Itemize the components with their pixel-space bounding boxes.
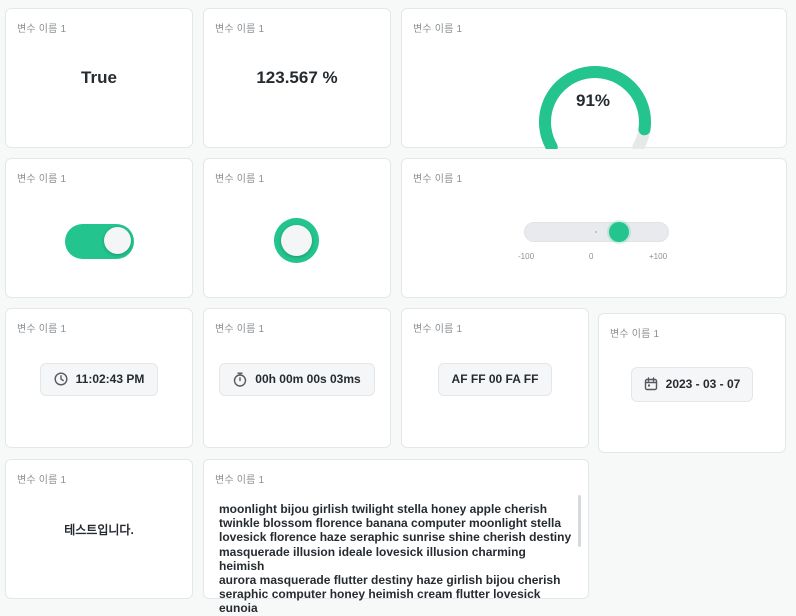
slider-mid-label: 0 (589, 252, 594, 261)
clock-display: 11:02:43 PM (39, 362, 159, 396)
gauge-widget: 변수 이름 1 91% (401, 8, 787, 149)
calendar-icon (644, 377, 658, 391)
widget-label: 변수 이름 1 (215, 324, 265, 335)
hex-value: AF FF 00 FA FF (451, 372, 539, 386)
widget-label: 변수 이름 1 (215, 475, 265, 486)
text-line: aurora masquerade flutter destiny haze g… (219, 573, 561, 588)
text-line: moonlight bijou girlish twilight stella … (219, 502, 548, 516)
text-line: masquerade illusion ideale lovesick illu… (219, 544, 526, 573)
widget-label: 변수 이름 1 (215, 24, 265, 35)
toggle-widget: 변수 이름 1 (5, 158, 193, 298)
text-line: seraphic computer honey heimish cream fl… (219, 587, 541, 616)
text-line: lovesick florence haze seraphic sunrise … (219, 530, 572, 545)
timer-widget: 변수 이름 1 00h 00m 00s 03ms (203, 308, 391, 448)
slider-min-label: -100 (518, 252, 535, 261)
text-scrollbar[interactable] (578, 495, 581, 547)
timer-display: 00h 00m 00s 03ms (219, 362, 375, 396)
text-line: twinkle blossom florence banana computer… (219, 516, 562, 531)
widget-label: 변수 이름 1 (215, 174, 265, 185)
date-display: 2023 - 03 - 07 (630, 366, 754, 402)
slider-widget: 변수 이름 1 -100 0 +100 (401, 158, 787, 298)
radio-knob (281, 225, 312, 256)
stopwatch-icon (233, 372, 247, 387)
radio-button[interactable] (274, 218, 319, 263)
clock-icon (54, 372, 68, 386)
widget-label: 변수 이름 1 (17, 174, 67, 185)
slider-center-dot (595, 231, 597, 233)
timer-value: 00h 00m 00s 03ms (255, 372, 361, 386)
long-text-widget: 변수 이름 1 moonlight bijou girlish twilight… (203, 459, 589, 615)
korean-text-widget: 변수 이름 1 테스트입니다. (5, 459, 193, 599)
hex-widget: 변수 이름 1 AF FF 00 FA FF (401, 308, 589, 448)
widget-label: 변수 이름 1 (17, 475, 67, 486)
radio-widget: 변수 이름 1 (203, 158, 391, 298)
slider-max-label: +100 (649, 252, 668, 261)
gauge-value: 91% (576, 91, 610, 110)
widget-label: 변수 이름 1 (413, 24, 463, 35)
toggle-switch[interactable] (65, 224, 134, 259)
toggle-knob (104, 227, 131, 254)
date-widget: 변수 이름 1 2023 - 03 - 07 (598, 313, 786, 453)
percent-widget: 변수 이름 1 123.567 % (203, 8, 391, 148)
boolean-widget: 변수 이름 1 True (5, 8, 193, 148)
hex-display: AF FF 00 FA FF (437, 362, 553, 396)
long-text-body: moonlight bijou girlish twilight stella … (219, 502, 573, 616)
percent-value: 123.567 % (256, 68, 338, 87)
boolean-value: True (81, 68, 117, 87)
date-value: 2023 - 03 - 07 (665, 377, 741, 391)
gauge-fill (539, 66, 651, 149)
widget-label: 변수 이름 1 (610, 329, 660, 340)
slider-track[interactable] (524, 222, 669, 242)
widget-label: 변수 이름 1 (17, 24, 67, 35)
clock-widget: 변수 이름 1 11:02:43 PM (5, 308, 193, 448)
gauge-chart: 91% (539, 66, 651, 149)
widget-label: 변수 이름 1 (17, 324, 67, 335)
korean-text-value: 테스트입니다. (64, 522, 134, 537)
widget-label: 변수 이름 1 (413, 174, 463, 185)
widget-label: 변수 이름 1 (413, 324, 463, 335)
slider-thumb[interactable] (609, 222, 630, 242)
clock-value: 11:02:43 PM (75, 372, 145, 386)
